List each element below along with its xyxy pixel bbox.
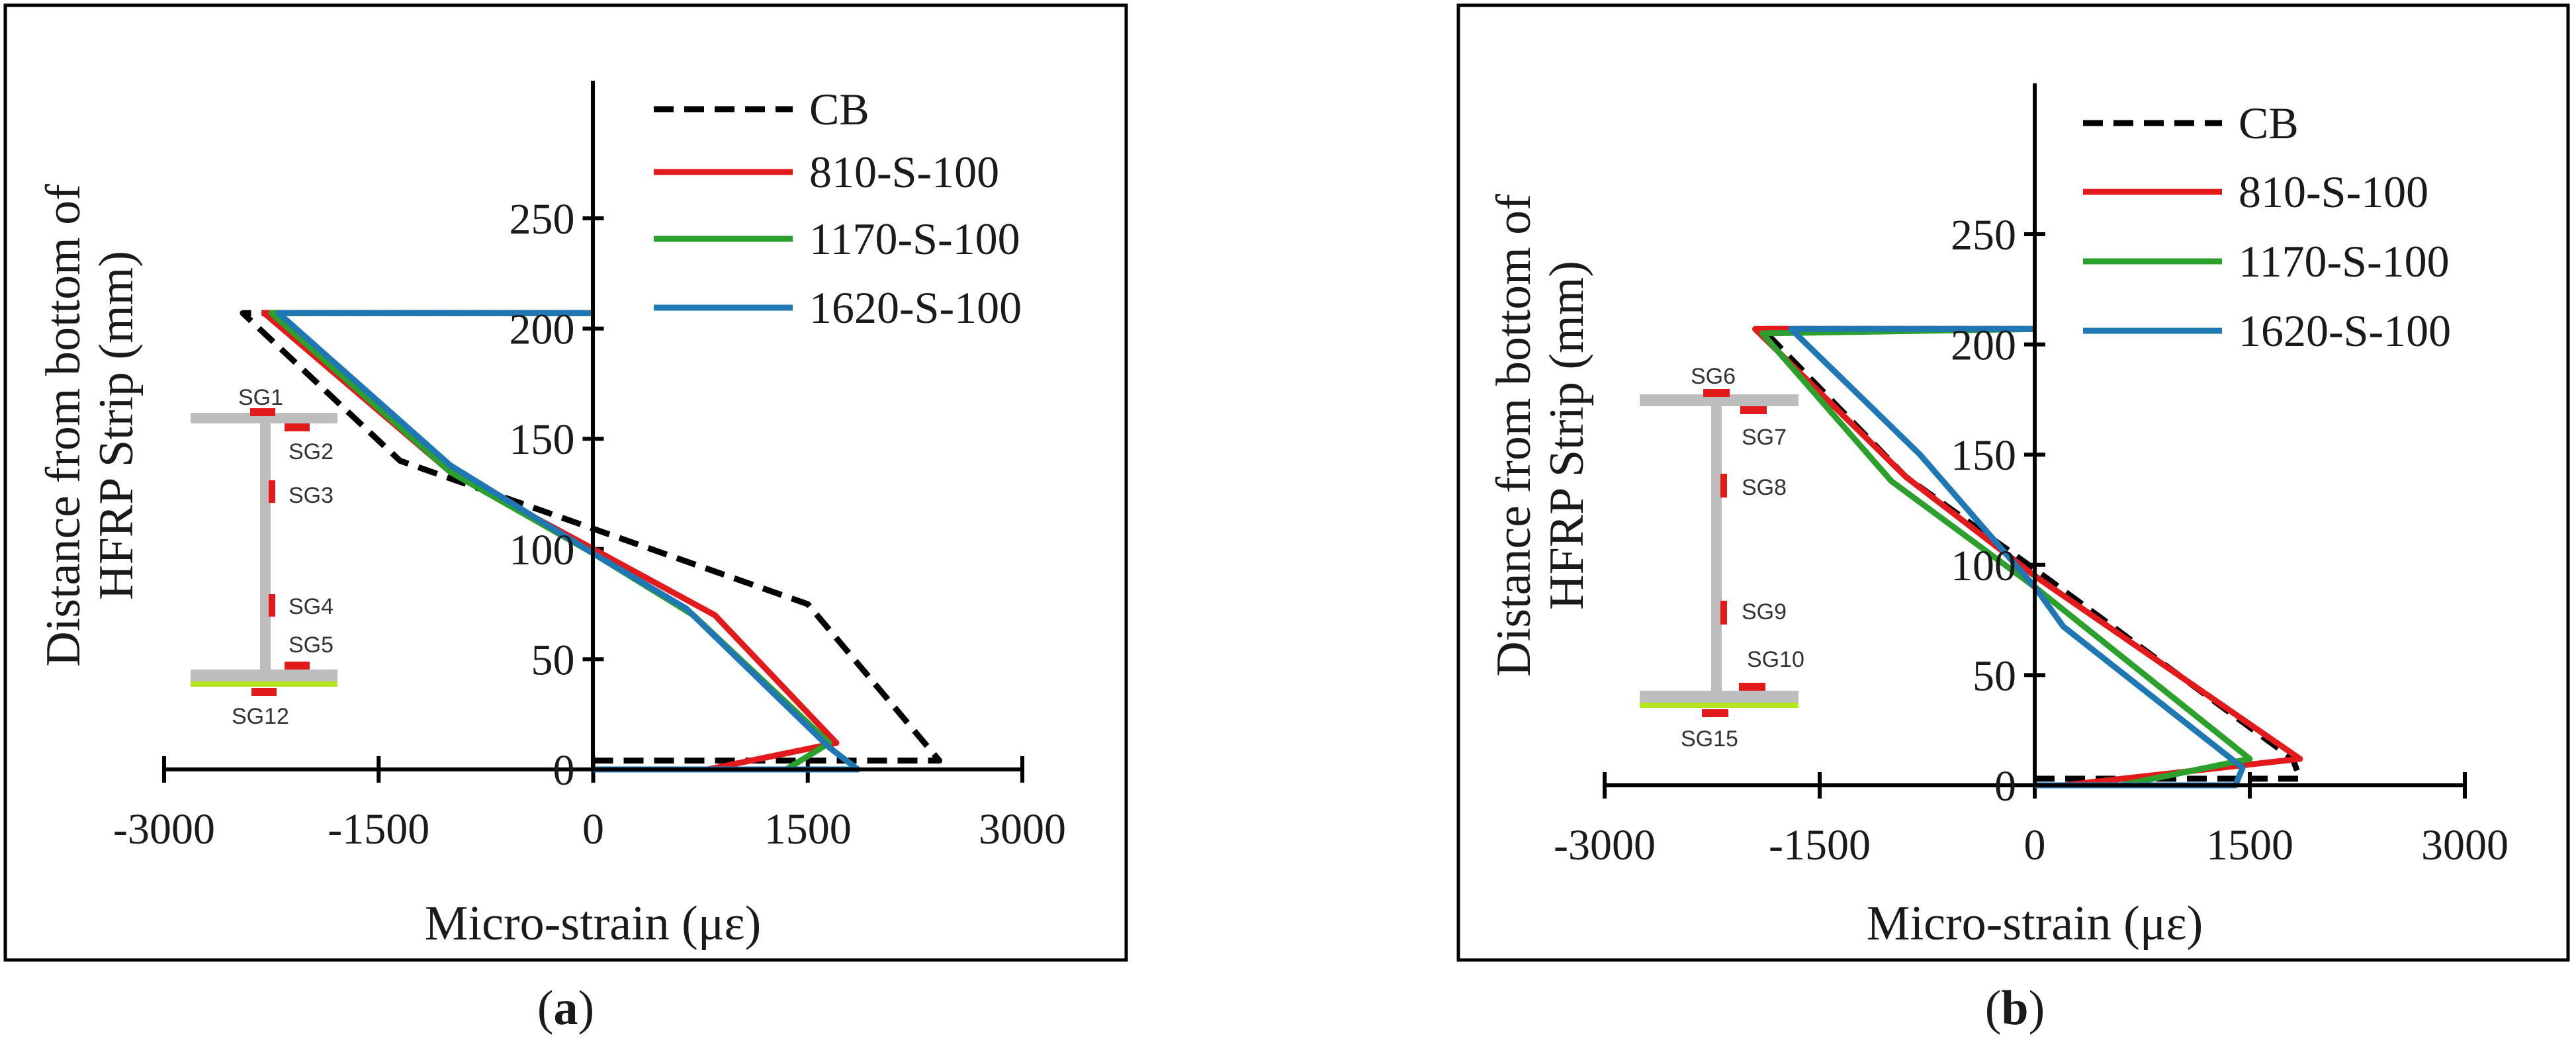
y-axis-title-line1-b: Distance from bottom of xyxy=(1487,194,1541,677)
gauge-mark-sg10 xyxy=(1739,683,1765,691)
y-tick-label-a-1: 50 xyxy=(531,636,575,684)
gauge-label-sg1: SG1 xyxy=(238,385,283,410)
series-line-1170-s-100-b xyxy=(1759,326,2253,789)
tick-labels-a: -3000 -1500 0 1500 3000 0 50 100 150 200 250 xyxy=(113,195,1066,853)
beam-diagram-b: SG6 SG7 SG8 SG9 SG10 SG15 xyxy=(1640,364,1804,752)
beam-top-flange-b xyxy=(1640,394,1799,406)
gauge-mark-sg6 xyxy=(1703,389,1730,397)
y-tick-label-a-2: 100 xyxy=(510,526,575,574)
gauge-mark-sg12 xyxy=(251,688,277,696)
gauge-label-sg3: SG3 xyxy=(289,483,333,508)
panel-caption-a: (a) xyxy=(537,981,594,1035)
x-tick-label-b-0: -3000 xyxy=(1554,821,1656,869)
x-axis-title-a: Micro-strain (με) xyxy=(425,896,761,951)
y-tick-label-a-5: 250 xyxy=(510,195,575,243)
beam-bottom-flange-a xyxy=(191,670,337,681)
legend-b: CB 810-S-100 1170-S-100 1620-S-100 xyxy=(2083,98,2451,356)
x-tick-label-a-3: 1500 xyxy=(764,805,852,853)
legend-a: CB 810-S-100 1170-S-100 1620-S-100 xyxy=(654,84,1022,333)
gauge-mark-sg8 xyxy=(1720,474,1727,498)
y-tick-label-a-0: 0 xyxy=(553,746,575,795)
tick-labels-b: -3000 -1500 0 1500 3000 0 50 100 150 200 250 xyxy=(1554,211,2509,869)
chart-panel-a: -3000 -1500 0 1500 3000 0 50 100 150 200 250 Micro… xyxy=(36,81,1066,951)
legend-label-810-a: 810-S-100 xyxy=(809,147,999,197)
gauge-label-sg5: SG5 xyxy=(289,632,333,658)
hfrp-strip-a xyxy=(191,681,337,687)
gauge-label-sg4: SG4 xyxy=(289,594,333,619)
gauge-label-sg7: SG7 xyxy=(1742,425,1787,450)
legend-label-1170-a: 1170-S-100 xyxy=(809,214,1020,264)
panel-b-frame xyxy=(1456,3,2570,962)
panel-caption-letter-b: b xyxy=(2001,981,2028,1035)
gauge-label-sg9: SG9 xyxy=(1742,599,1787,625)
y-axis-title-line1-a: Distance from bottom of xyxy=(36,184,91,667)
series-layer-b xyxy=(1752,326,2303,789)
legend-label-1620-a: 1620-S-100 xyxy=(809,283,1022,333)
beam-web-a xyxy=(260,423,271,670)
x-tick-label-b-2: 0 xyxy=(2024,821,2046,869)
series-line-1620-s-100-a xyxy=(275,310,861,773)
gauge-label-sg8: SG8 xyxy=(1742,475,1787,500)
beam-bottom-flange-b xyxy=(1640,691,1799,703)
y-tick-label-b-4: 200 xyxy=(1951,322,2016,370)
legend-label-1620-b: 1620-S-100 xyxy=(2239,306,2451,356)
y-tick-label-a-4: 200 xyxy=(510,306,575,354)
x-tick-label-a-0: -3000 xyxy=(113,805,215,853)
y-axis-title-line2-b: HFRP Strip (mm) xyxy=(1540,261,1594,610)
legend-label-810-b: 810-S-100 xyxy=(2239,167,2428,217)
y-tick-label-b-1: 50 xyxy=(1973,652,2016,700)
y-tick-label-b-0: 0 xyxy=(1994,762,2016,810)
y-axis-title-line2-a: HFRP Strip (mm) xyxy=(89,251,144,600)
x-axis-title-b: Micro-strain (με) xyxy=(1867,896,2203,951)
x-tick-label-a-1: -1500 xyxy=(328,805,429,853)
beam-diagram-a: SG1 SG2 SG3 SG4 SG5 SG12 xyxy=(191,385,337,729)
x-tick-label-a-4: 3000 xyxy=(979,805,1066,853)
gauge-mark-sg1 xyxy=(250,408,275,416)
y-tick-label-b-3: 150 xyxy=(1951,431,2016,480)
legend-label-cb-a: CB xyxy=(809,84,869,134)
gauge-mark-sg5 xyxy=(285,662,310,670)
panel-caption-letter-a: a xyxy=(554,981,578,1035)
x-tick-label-b-4: 3000 xyxy=(2421,821,2509,869)
gauge-mark-sg4 xyxy=(269,594,275,617)
gauge-mark-sg7 xyxy=(1740,406,1767,414)
x-tick-label-b-1: -1500 xyxy=(1769,821,1871,869)
x-tick-label-a-2: 0 xyxy=(582,805,604,853)
beam-top-flange-a xyxy=(191,413,337,423)
legend-label-cb-b: CB xyxy=(2239,98,2299,148)
panel-a-frame xyxy=(3,3,1128,962)
x-tick-label-b-3: 1500 xyxy=(2206,821,2293,869)
gauge-label-sg12: SG12 xyxy=(232,704,289,729)
beam-web-b xyxy=(1711,406,1722,691)
gauge-mark-sg9 xyxy=(1720,601,1727,625)
gauge-mark-sg15 xyxy=(1702,709,1728,717)
series-line-cb-b xyxy=(1759,326,2303,782)
y-tick-label-a-3: 150 xyxy=(510,415,575,464)
gauge-label-sg10: SG10 xyxy=(1747,647,1804,672)
gauge-label-sg6: SG6 xyxy=(1691,364,1736,389)
legend-label-1170-b: 1170-S-100 xyxy=(2239,236,2450,286)
gauge-label-sg15: SG15 xyxy=(1681,726,1738,752)
panel-caption-b: (b) xyxy=(1985,981,2045,1035)
gauge-label-sg2: SG2 xyxy=(289,439,333,464)
gauge-mark-sg3 xyxy=(269,480,275,503)
hfrp-strip-b xyxy=(1640,703,1799,708)
series-line-1620-s-100-b xyxy=(1788,326,2246,789)
y-tick-label-b-2: 100 xyxy=(1951,542,2016,590)
chart-panel-b: -3000 -1500 0 1500 3000 0 50 100 150 200 250 Micro… xyxy=(1487,83,2509,951)
series-line-810-s-100-b xyxy=(1752,326,2303,789)
gauge-mark-sg2 xyxy=(285,423,310,431)
y-tick-label-b-5: 250 xyxy=(1951,211,2016,259)
